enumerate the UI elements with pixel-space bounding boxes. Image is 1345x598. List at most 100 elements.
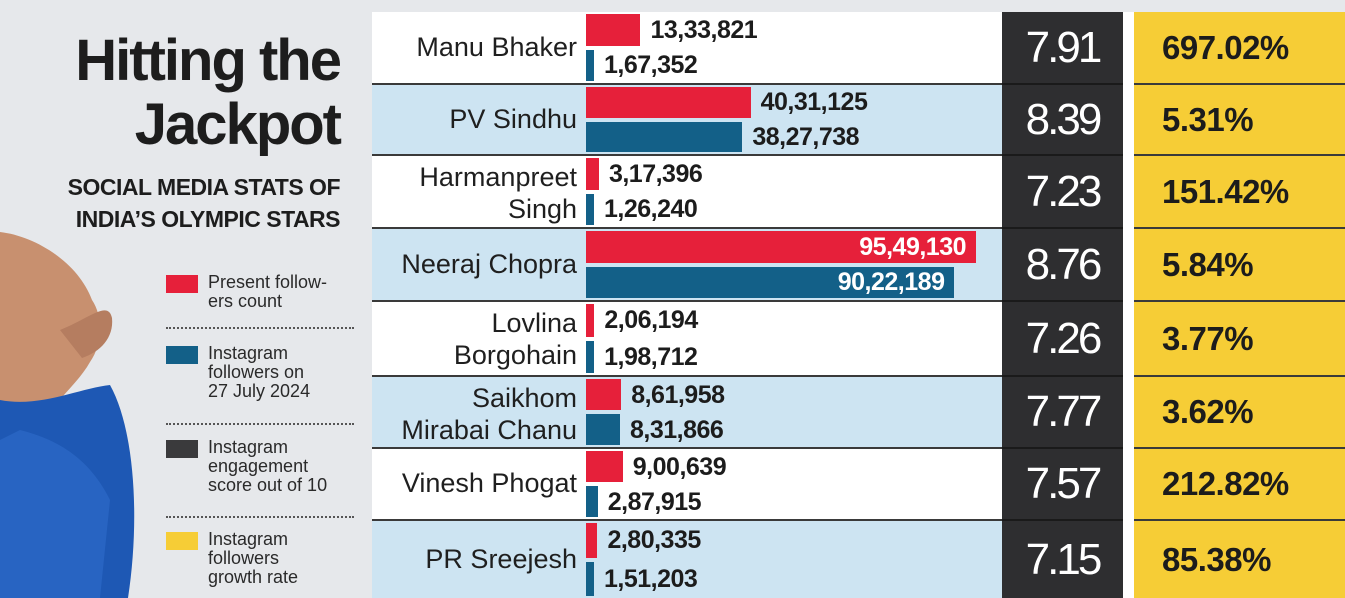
row-divider: [372, 300, 1002, 302]
athlete-name: Harmanpreet: [419, 162, 577, 192]
present-followers-bar: [586, 451, 623, 482]
present-followers-label: 2,80,335: [607, 526, 701, 555]
july-followers-bar: [586, 340, 595, 373]
table-row: PV Sindhu 40,31,125 38,27,738: [372, 85, 1002, 154]
july-followers-bar: [586, 121, 743, 152]
present-followers-label: 8,61,958: [631, 380, 725, 409]
july-followers-bar: [586, 266, 955, 298]
growth-divider: [1134, 154, 1345, 156]
athlete-name: PV Sindhu: [449, 103, 577, 134]
present-followers-label: 2,06,194: [604, 306, 698, 335]
engagement-score: 7.57: [1025, 459, 1103, 508]
legend-label: Present follow- ers count: [208, 272, 328, 311]
table-row: Manu Bhaker 13,33,821 1,67,352: [372, 12, 1002, 83]
row-divider: [372, 519, 1002, 521]
engagement-score: 7.26: [1025, 313, 1103, 363]
score-divider: [1002, 300, 1123, 302]
engagement-score-column: 7.91 8.39 7.23 8.76 7.26 7.77 7.57 7.15: [1002, 12, 1123, 598]
row-divider: [372, 227, 1002, 229]
legend-label: Instagram followers on 27 July 2024: [208, 343, 311, 401]
engagement-score: 8.39: [1025, 94, 1103, 144]
legend-divider: [166, 423, 354, 425]
engagement-score: 8.76: [1025, 239, 1103, 289]
present-followers-bar: [586, 304, 595, 337]
growth-divider: [1134, 375, 1345, 377]
table-row: Vinesh Phogat 9,00,639 2,87,915: [372, 449, 1002, 519]
table-row: Saikhom Mirabai Chanu 8,61,958 8,31,866: [372, 377, 1002, 447]
july-followers-label: 1,67,352: [604, 51, 698, 80]
july-followers-label: 38,27,738: [752, 122, 860, 151]
present-followers-bar: [586, 87, 751, 118]
july-followers-label: 1,98,712: [604, 342, 698, 371]
legend-swatch-teal: [166, 346, 198, 364]
growth-divider: [1134, 447, 1345, 449]
athlete-name: Saikhom: [471, 383, 577, 413]
legend-label: Instagram followers growth rate: [208, 529, 299, 587]
engagement-score: 7.15: [1025, 534, 1103, 584]
growth-rate: 5.31%: [1162, 100, 1254, 138]
present-followers-label: 3,17,396: [608, 159, 703, 188]
athlete-photo: [0, 232, 135, 598]
present-followers-label: 13,33,821: [650, 15, 758, 44]
growth-rate: 85.38%: [1162, 540, 1271, 578]
present-followers-bar: [586, 14, 641, 46]
present-followers-label: 95,49,130: [859, 232, 966, 261]
july-followers-label: 1,51,203: [604, 564, 698, 593]
present-followers-bar: [586, 158, 599, 190]
score-divider: [1002, 447, 1123, 449]
july-followers-bar: [586, 561, 594, 596]
table-row: Neeraj Chopra 95,49,130 90,22,189: [372, 229, 1002, 300]
row-divider: [372, 447, 1002, 449]
growth-rate: 697.02%: [1162, 28, 1289, 66]
athlete-name: Mirabai Chanu: [401, 415, 577, 445]
july-followers-bar: [586, 193, 594, 225]
growth-divider: [1134, 519, 1345, 521]
july-followers-label: 90,22,189: [837, 268, 945, 297]
present-followers-bar: [586, 379, 622, 410]
growth-divider: [1134, 227, 1345, 229]
athlete-name: PR Sreejesh: [425, 543, 577, 574]
top-strip: [372, 0, 1345, 12]
legend-divider: [166, 516, 354, 518]
athlete-name: Singh: [507, 194, 577, 224]
title-line-1: Hitting the: [75, 28, 342, 93]
present-followers-bar: [586, 231, 976, 263]
growth-divider: [1134, 300, 1345, 302]
engagement-score: 7.77: [1025, 387, 1103, 436]
growth-rate: 3.62%: [1162, 393, 1254, 430]
legend-label: Instagram engagement score out of 10: [208, 437, 328, 495]
legend-swatch-dark: [166, 440, 198, 458]
engagement-score: 7.91: [1025, 22, 1103, 72]
athlete-name: Lovlina: [491, 308, 577, 338]
subtitle-line-1: SOCIAL MEDIA STATS OF: [67, 174, 341, 200]
score-divider: [1002, 375, 1123, 377]
growth-rate: 151.42%: [1162, 172, 1289, 210]
legend-swatch-yellow: [166, 532, 198, 550]
july-followers-label: 8,31,866: [629, 415, 724, 444]
table-row: PR Sreejesh 2,80,335 1,51,203: [372, 521, 1002, 598]
growth-rate: 212.82%: [1162, 465, 1289, 502]
athlete-name: Neeraj Chopra: [401, 248, 577, 279]
july-followers-bar: [586, 414, 620, 445]
score-divider: [1002, 83, 1123, 85]
present-followers-label: 40,31,125: [760, 88, 868, 117]
present-followers-bar: [586, 523, 598, 558]
growth-rate: 3.77%: [1162, 319, 1254, 357]
athlete-name: Vinesh Phogat: [401, 468, 577, 498]
table-row: Harmanpreet Singh 3,17,396 1,26,240: [372, 156, 1002, 227]
growth-rate-column: 697.02% 5.31% 151.42% 5.84% 3.77% 3.62% 212.82…: [1134, 12, 1345, 598]
engagement-score: 7.23: [1025, 166, 1103, 216]
july-followers-bar: [586, 49, 594, 81]
athlete-name: Borgohain: [453, 340, 577, 370]
july-followers-label: 1,26,240: [604, 195, 698, 224]
athlete-name: Manu Bhaker: [416, 31, 577, 62]
title-line-2: Jackpot: [134, 92, 342, 157]
legend-swatch-red: [166, 275, 198, 293]
score-divider: [1002, 519, 1123, 521]
row-divider: [372, 83, 1002, 85]
legend-divider: [166, 327, 354, 329]
title-panel: Hitting the Jackpot SOCIAL MEDIA STATS O…: [0, 0, 372, 598]
growth-rate: 5.84%: [1162, 245, 1254, 283]
present-followers-label: 9,00,639: [632, 452, 727, 481]
subtitle-line-2: INDIA’S OLYMPIC STARS: [75, 206, 341, 232]
